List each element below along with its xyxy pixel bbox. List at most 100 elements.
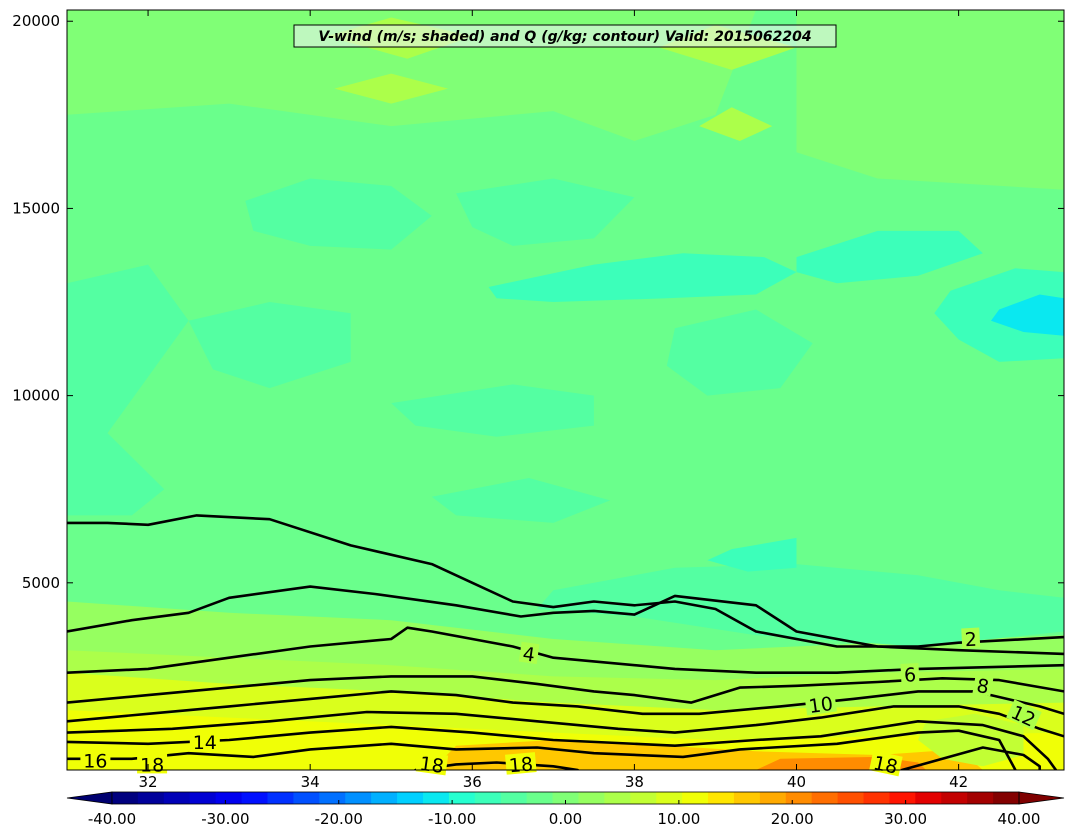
colorbar-swatch-6 xyxy=(267,792,294,804)
contour-label-gap-6 xyxy=(189,730,220,751)
shade-region-14 xyxy=(245,178,432,250)
colorbar-swatch-31 xyxy=(915,792,942,804)
shade-region-13 xyxy=(67,264,189,516)
contour-label-group-3: 8 xyxy=(972,673,994,699)
colorbar-swatch-5 xyxy=(241,792,268,804)
contour-label-gap-5 xyxy=(1006,699,1042,731)
shade-region-7 xyxy=(796,10,1064,190)
x-tick-label-2: 36 xyxy=(463,773,482,791)
colorbar-swatch-0 xyxy=(112,792,139,804)
contour-label-1: 4 xyxy=(521,643,536,666)
contour-label-group-1: 4 xyxy=(518,641,540,667)
contour-q-6-2 xyxy=(67,626,1064,675)
shade-region-15 xyxy=(456,178,635,246)
contour-label-gap-9 xyxy=(415,751,449,776)
colorbar-swatch-4 xyxy=(215,792,243,804)
colorbar-swatch-32 xyxy=(941,792,968,804)
x-tick-label-3: 38 xyxy=(625,773,644,791)
colorbar-swatch-21 xyxy=(656,792,683,804)
contour-label-3: 8 xyxy=(975,675,991,699)
colorbar-swatch-23 xyxy=(708,792,735,804)
contour-label-2: 6 xyxy=(903,664,916,687)
contour-label-group-7: 16 xyxy=(80,749,111,773)
contour-label-gap-4 xyxy=(804,691,837,716)
colorbar-tick-label-2: -20.00 xyxy=(315,810,363,828)
colorbar-swatch-27 xyxy=(811,792,839,804)
contour-q-18-9 xyxy=(900,746,1041,770)
y-tick-label-1: 10000 xyxy=(12,387,60,405)
shaded-wind-field xyxy=(67,10,1064,770)
shade-region-17 xyxy=(666,309,813,396)
colorbar-over-triangle xyxy=(1018,791,1065,805)
contour-label-group-8: 18 xyxy=(137,753,168,776)
contour-label-8: 18 xyxy=(140,754,164,776)
colorbar-tick-label-0: -40.00 xyxy=(88,810,136,828)
colorbar-swatch-9 xyxy=(345,792,372,804)
colorbar-tick-label-6: 20.00 xyxy=(771,810,814,828)
colorbar-swatch-20 xyxy=(630,792,657,804)
colorbar-swatch-8 xyxy=(319,792,346,804)
contour-label-group-4: 10 xyxy=(804,691,837,718)
colorbar-tick-label-8: 40.00 xyxy=(998,810,1041,828)
contour-label-gap-8 xyxy=(137,753,168,774)
contour-q-10-4 xyxy=(67,690,1064,723)
shade-region-25 xyxy=(991,294,1064,336)
colorbar-swatch-3 xyxy=(189,792,217,804)
contour-label-11: 18 xyxy=(871,752,899,779)
contour-label-group-0: 2 xyxy=(961,627,981,651)
colorbar: -40.00 -30.00 -20.00 -10.00 0.00 10.00 20.00 30… xyxy=(66,791,1065,828)
shade-region-19 xyxy=(431,478,611,523)
y-tick-label-0: 5000 xyxy=(22,574,60,592)
contour-label-group-6: 14 xyxy=(189,730,220,754)
contour-q-12-5 xyxy=(67,705,1064,738)
colorbar-swatch-28 xyxy=(837,792,865,804)
chart-title: V-wind (m/s; shaded) and Q (g/kg; contou… xyxy=(318,29,811,45)
colorbar-tick-label-5: 10.00 xyxy=(657,810,700,828)
contour-q-16-7 xyxy=(67,729,1017,770)
colorbar-swatch-18 xyxy=(578,792,605,804)
colorbar-swatch-10 xyxy=(371,792,398,804)
colorbar-swatch-14 xyxy=(474,792,502,804)
shade-region-6 xyxy=(918,713,1024,767)
colorbar-tick-label-1: -30.00 xyxy=(201,810,249,828)
colorbar-tick-label-7: 30.00 xyxy=(884,810,927,828)
contour-label-group-10: 18 xyxy=(504,752,537,777)
colorbar-swatch-2 xyxy=(163,792,191,804)
colorbar-swatch-12 xyxy=(422,792,450,804)
chart-title-background xyxy=(293,24,837,48)
x-tick-label-4: 40 xyxy=(787,773,806,791)
shade-region-21 xyxy=(488,253,797,302)
contour-label-gap-7 xyxy=(80,749,111,770)
chart-title-box: V-wind (m/s; shaded) and Q (g/kg; contou… xyxy=(293,24,837,48)
shade-region-18 xyxy=(391,384,594,437)
contour-label-group-9: 18 xyxy=(415,751,449,778)
colorbar-swatch-17 xyxy=(552,792,579,804)
shade-region-22 xyxy=(796,230,983,284)
colorbar-swatch-24 xyxy=(733,792,761,804)
contour-label-4: 10 xyxy=(807,693,834,718)
contour-label-9: 18 xyxy=(418,753,445,778)
colorbar-swatch-7 xyxy=(293,792,320,804)
shade-region-16 xyxy=(188,302,351,389)
colorbar-swatch-26 xyxy=(785,792,813,804)
contour-q-2-0 xyxy=(67,514,1064,648)
x-tick-label-0: 32 xyxy=(139,773,158,791)
x-tick-label-1: 34 xyxy=(301,773,320,791)
colorbar-swatch-19 xyxy=(604,792,631,804)
contour-q-4-1 xyxy=(67,585,1064,656)
colorbar-swatch-30 xyxy=(889,792,916,804)
shade-region-23 xyxy=(707,537,797,572)
shade-region-12 xyxy=(699,107,773,141)
contour-label-7: 16 xyxy=(83,751,107,773)
y-tick-label-2: 15000 xyxy=(12,199,60,217)
y-tick-label-3: 20000 xyxy=(12,12,60,30)
x-axis: 32 34 36 38 40 42 xyxy=(139,10,968,791)
colorbar-swatch-33 xyxy=(967,792,994,804)
shade-region-20 xyxy=(537,564,1064,647)
shade-region-11 xyxy=(334,73,448,104)
colorbar-tick-label-3: -10.00 xyxy=(428,810,476,828)
contour-label-gap-0 xyxy=(961,627,981,649)
plot-frame xyxy=(66,9,1065,771)
colorbar-tick-label-4: 0.00 xyxy=(549,810,582,828)
